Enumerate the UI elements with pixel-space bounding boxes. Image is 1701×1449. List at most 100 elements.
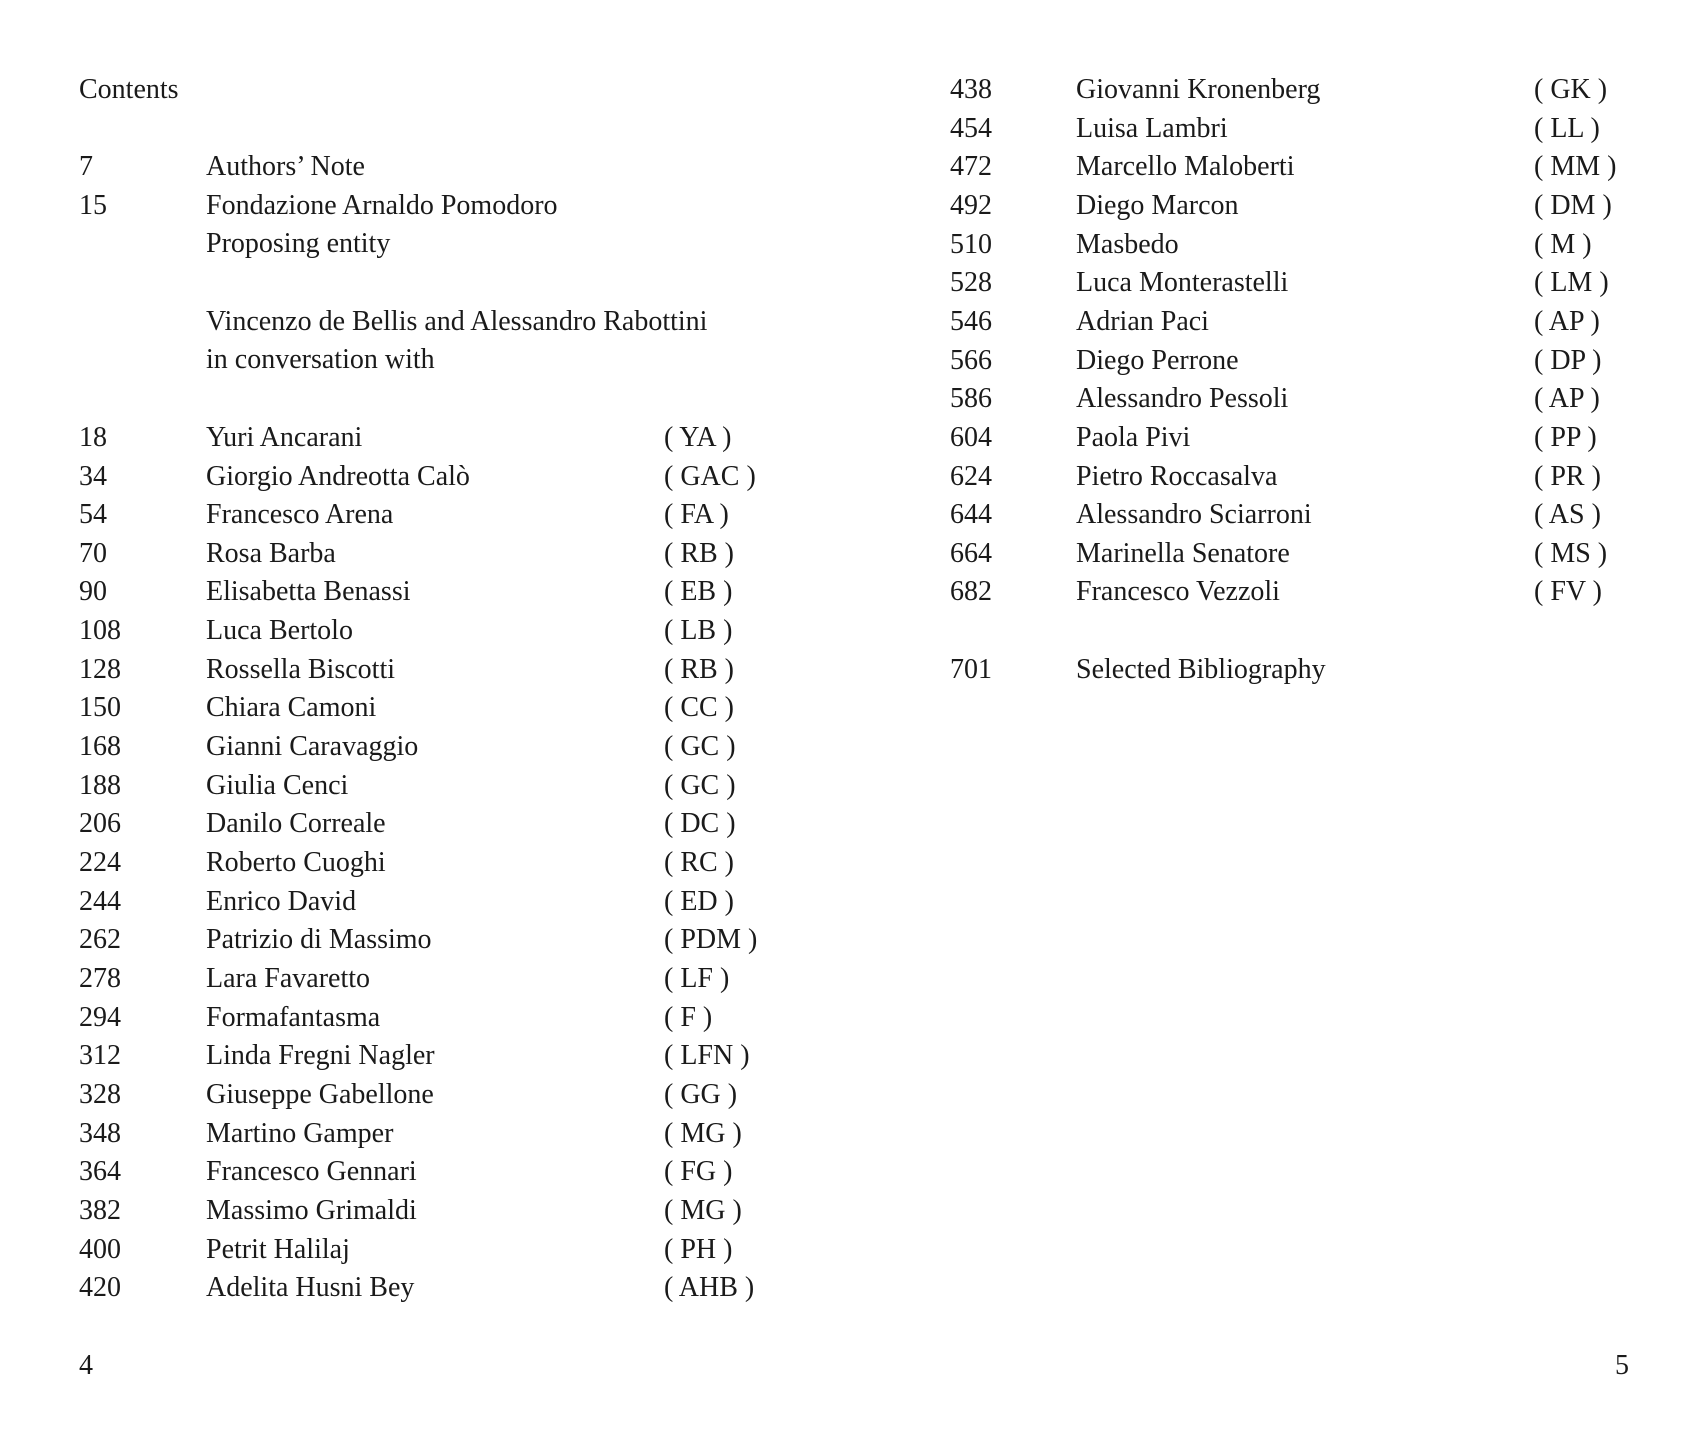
- toc-page-number: 604: [950, 421, 992, 453]
- artist-abbreviation: ( RC ): [664, 847, 734, 878]
- toc-page-number: 188: [79, 769, 121, 801]
- artist-abbreviation: ( RB ): [664, 537, 734, 569]
- artist-name: Formafantasma: [206, 1001, 381, 1033]
- artist-abbreviation: ( RB ): [664, 653, 734, 685]
- toc-page-number: 348: [79, 1117, 121, 1149]
- toc-page-number: 206: [79, 808, 121, 840]
- toc-page-number: 682: [950, 576, 992, 608]
- artist-abbreviation: ( F ): [664, 1001, 713, 1033]
- artist-name: Alessandro Pessoli: [1076, 383, 1289, 415]
- toc-page-number: 644: [950, 499, 992, 531]
- artist-name: Adrian Paci: [1076, 305, 1209, 337]
- artist-abbreviation: ( ED ): [664, 885, 734, 917]
- artist-abbreviation: ( PH ): [664, 1233, 733, 1265]
- artist-abbreviation: ( AHB ): [664, 1272, 755, 1304]
- artist-name: Rosa Barba: [206, 537, 336, 569]
- artist-name: Pietro Roccasalva: [1076, 460, 1278, 492]
- toc-page-number: 624: [950, 460, 992, 492]
- toc-page-number: 278: [79, 962, 121, 994]
- artist-abbreviation: ( GG ): [664, 1078, 738, 1110]
- toc-page-number: 510: [950, 228, 992, 260]
- toc-page-number: 420: [79, 1272, 121, 1304]
- artist-abbreviation: ( YA ): [664, 421, 732, 453]
- artist-abbreviation: ( EB ): [664, 576, 733, 608]
- toc-page-number: 400: [79, 1233, 121, 1265]
- artist-name: Petrit Halilaj: [206, 1233, 350, 1265]
- artist-name: Massimo Grimaldi: [206, 1194, 417, 1226]
- artist-abbreviation: ( GAC ): [664, 460, 756, 492]
- artist-name: Roberto Cuoghi: [206, 847, 386, 878]
- artist-abbreviation: ( FG ): [664, 1156, 733, 1188]
- artist-abbreviation: ( PR ): [1534, 460, 1601, 492]
- toc-page-number: 108: [79, 615, 121, 647]
- toc-page-number: 128: [79, 653, 121, 685]
- artist-name: Patrizio di Massimo: [206, 924, 432, 956]
- toc-subtitle: Proposing entity: [206, 228, 391, 259]
- toc-page-number: 492: [950, 189, 992, 221]
- artist-abbreviation: ( LB ): [664, 615, 733, 647]
- artist-name: Elisabetta Benassi: [206, 576, 411, 608]
- artist-name: Diego Perrone: [1076, 344, 1239, 376]
- artist-name: Giovanni Kronenberg: [1076, 74, 1321, 105]
- artist-name: Luisa Lambri: [1076, 112, 1228, 144]
- artist-abbreviation: ( MM ): [1534, 151, 1617, 183]
- toc-page-number: 70: [79, 537, 107, 569]
- toc-page-number: 262: [79, 924, 121, 956]
- folio-left: 4: [79, 1350, 93, 1381]
- toc-page-number: 472: [950, 151, 992, 183]
- toc-page-number: 7: [79, 151, 93, 182]
- toc-page-number: 150: [79, 692, 121, 724]
- toc-page-number: 90: [79, 576, 107, 608]
- artist-abbreviation: ( MS ): [1534, 537, 1608, 569]
- conversation-intro: in conversation with: [206, 344, 435, 375]
- artist-abbreviation: ( LF ): [664, 962, 730, 994]
- artist-abbreviation: ( DM ): [1534, 189, 1612, 221]
- artist-name: Danilo Correale: [206, 808, 386, 840]
- artist-abbreviation: ( GC ): [664, 731, 736, 763]
- artist-abbreviation: ( M ): [1534, 228, 1592, 260]
- artist-abbreviation: ( CC ): [664, 692, 734, 724]
- toc-page-number: 18: [79, 421, 107, 453]
- artist-name: Martino Gamper: [206, 1117, 394, 1149]
- artist-abbreviation: ( MG ): [664, 1194, 742, 1226]
- toc-page-number: 382: [79, 1194, 121, 1226]
- artist-name: Francesco Vezzoli: [1076, 576, 1280, 608]
- artist-abbreviation: ( PDM ): [664, 924, 758, 956]
- artist-abbreviation: ( DP ): [1534, 344, 1602, 376]
- artist-abbreviation: ( GC ): [664, 769, 736, 801]
- artist-name: Giuseppe Gabellone: [206, 1078, 434, 1110]
- artist-abbreviation: ( LFN ): [664, 1040, 750, 1072]
- toc-title: Selected Bibliography: [1076, 654, 1326, 685]
- artist-abbreviation: ( AP ): [1534, 383, 1600, 415]
- conversation-intro: Vincenzo de Bellis and Alessandro Rabott…: [206, 306, 708, 337]
- artist-name: Chiara Camoni: [206, 692, 377, 724]
- artist-abbreviation: ( AS ): [1534, 499, 1601, 531]
- artist-name: Francesco Gennari: [206, 1156, 417, 1188]
- artist-name: Giorgio Andreotta Calò: [206, 460, 470, 492]
- toc-page-number: 224: [79, 847, 121, 878]
- artist-abbreviation: ( LL ): [1534, 112, 1600, 144]
- toc-page-number: 566: [950, 344, 992, 376]
- toc-page-number: 586: [950, 383, 992, 415]
- artist-abbreviation: ( FA ): [664, 499, 729, 531]
- toc-page-number: 34: [79, 460, 107, 492]
- artist-abbreviation: ( DC ): [664, 808, 736, 840]
- artist-name: Giulia Cenci: [206, 769, 349, 801]
- artist-name: Gianni Caravaggio: [206, 731, 419, 763]
- toc-page-number: 364: [79, 1156, 121, 1188]
- artist-abbreviation: ( MG ): [664, 1117, 742, 1149]
- artist-name: Marinella Senatore: [1076, 537, 1290, 569]
- toc-title: Fondazione Arnaldo Pomodoro: [206, 190, 558, 221]
- artist-abbreviation: ( PP ): [1534, 421, 1597, 453]
- contents-heading: Contents: [79, 74, 179, 105]
- artist-name: Francesco Arena: [206, 499, 394, 531]
- artist-name: Alessandro Sciarroni: [1076, 499, 1312, 531]
- toc-page-number: 664: [950, 537, 992, 569]
- toc-page-number: 454: [950, 112, 992, 144]
- artist-name: Rossella Biscotti: [206, 653, 395, 685]
- toc-page-number: 54: [79, 499, 107, 531]
- artist-name: Luca Bertolo: [206, 615, 353, 647]
- folio-right: 5: [1615, 1350, 1629, 1381]
- artist-abbreviation: ( GK ): [1534, 74, 1608, 105]
- toc-page-number: 312: [79, 1040, 121, 1072]
